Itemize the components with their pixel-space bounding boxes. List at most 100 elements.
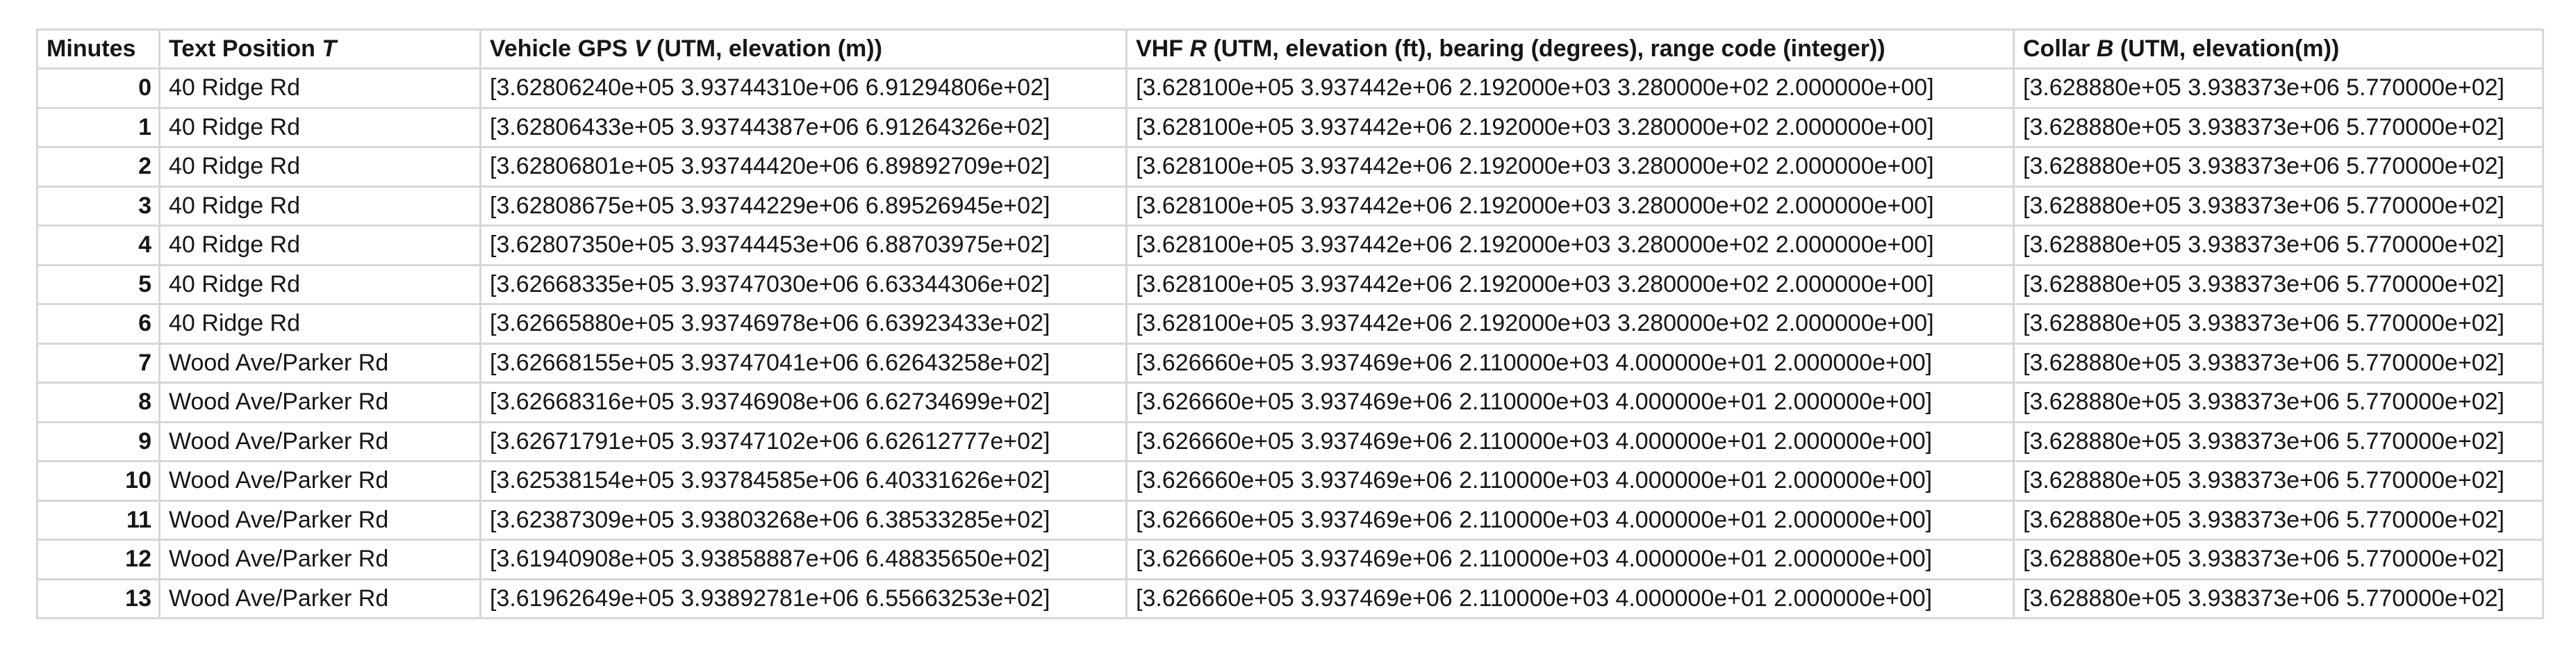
- table-row: 13 Wood Ave/Parker Rd [3.61962649e+05 3.…: [36, 578, 2544, 619]
- column-header-vehicle-gps: Vehicle GPS V (UTM, elevation (m)): [479, 28, 1128, 70]
- cell-text-position: 40 Ridge Rd: [158, 224, 481, 266]
- cell-collar: [3.628880e+05 3.938373e+06 5.770000e+02]: [2013, 106, 2544, 148]
- cell-vehicle-gps: [3.61940908e+05 3.93858887e+06 6.4883565…: [479, 539, 1128, 580]
- table-row: 5 40 Ridge Rd [3.62668335e+05 3.93747030…: [36, 263, 2544, 305]
- header-variable: T: [322, 35, 337, 62]
- cell-vhf: [3.628100e+05 3.937442e+06 2.192000e+03 …: [1125, 224, 2015, 266]
- table-row: 0 40 Ridge Rd [3.62806240e+05 3.93744310…: [36, 67, 2544, 109]
- cell-vhf: [3.626660e+05 3.937469e+06 2.110000e+03 …: [1125, 382, 2015, 423]
- table-row: 3 40 Ridge Rd [3.62808675e+05 3.93744229…: [36, 185, 2544, 227]
- cell-vehicle-gps: [3.62806240e+05 3.93744310e+06 6.9129480…: [479, 67, 1128, 109]
- header-label: VHF: [1136, 35, 1190, 62]
- cell-collar: [3.628880e+05 3.938373e+06 5.770000e+02]: [2013, 263, 2544, 305]
- cell-collar: [3.628880e+05 3.938373e+06 5.770000e+02]: [2013, 185, 2544, 227]
- cell-vehicle-gps: [3.62387309e+05 3.93803268e+06 6.3853328…: [479, 499, 1128, 541]
- table-row: 8 Wood Ave/Parker Rd [3.62668316e+05 3.9…: [36, 382, 2544, 423]
- cell-vehicle-gps: [3.62665880e+05 3.93746978e+06 6.6392343…: [479, 303, 1128, 345]
- cell-text-position: 40 Ridge Rd: [158, 146, 481, 188]
- cell-vhf: [3.628100e+05 3.937442e+06 2.192000e+03 …: [1125, 185, 2015, 227]
- cell-vehicle-gps: [3.62668316e+05 3.93746908e+06 6.6273469…: [479, 382, 1128, 423]
- cell-collar: [3.628880e+05 3.938373e+06 5.770000e+02]: [2013, 421, 2544, 462]
- cell-text-position: 40 Ridge Rd: [158, 185, 481, 227]
- header-variable: R: [1189, 35, 1207, 62]
- cell-vhf: [3.626660e+05 3.937469e+06 2.110000e+03 …: [1125, 342, 2015, 384]
- table-row: 9 Wood Ave/Parker Rd [3.62671791e+05 3.9…: [36, 421, 2544, 462]
- cell-minutes: 8: [36, 382, 160, 423]
- cell-vehicle-gps: [3.62807350e+05 3.93744453e+06 6.8870397…: [479, 224, 1128, 266]
- cell-collar: [3.628880e+05 3.938373e+06 5.770000e+02]: [2013, 342, 2544, 384]
- cell-vhf: [3.628100e+05 3.937442e+06 2.192000e+03 …: [1125, 67, 2015, 109]
- cell-vhf: [3.626660e+05 3.937469e+06 2.110000e+03 …: [1125, 578, 2015, 619]
- cell-text-position: Wood Ave/Parker Rd: [158, 578, 481, 619]
- header-label: Collar: [2023, 35, 2097, 62]
- tracking-data-sheet: Minutes Text Position T Vehicle GPS V (U…: [36, 28, 2544, 619]
- cell-vehicle-gps: [3.62806433e+05 3.93744387e+06 6.9126432…: [479, 106, 1128, 148]
- cell-minutes: 2: [36, 146, 160, 188]
- cell-text-position: Wood Ave/Parker Rd: [158, 382, 481, 423]
- column-header-vhf: VHF R (UTM, elevation (ft), bearing (deg…: [1125, 28, 2015, 70]
- cell-vehicle-gps: [3.62808675e+05 3.93744229e+06 6.8952694…: [479, 185, 1128, 227]
- tracking-data-table: Minutes Text Position T Vehicle GPS V (U…: [36, 28, 2544, 619]
- table-row: 10 Wood Ave/Parker Rd [3.62538154e+05 3.…: [36, 460, 2544, 502]
- cell-minutes: 6: [36, 303, 160, 345]
- cell-minutes: 0: [36, 67, 160, 109]
- cell-text-position: Wood Ave/Parker Rd: [158, 499, 481, 541]
- header-suffix: (UTM, elevation(m)): [2113, 35, 2340, 62]
- cell-text-position: 40 Ridge Rd: [158, 263, 481, 305]
- header-row: Minutes Text Position T Vehicle GPS V (U…: [36, 28, 2544, 70]
- cell-minutes: 5: [36, 263, 160, 305]
- cell-vehicle-gps: [3.62671791e+05 3.93747102e+06 6.6261277…: [479, 421, 1128, 462]
- cell-text-position: 40 Ridge Rd: [158, 67, 481, 109]
- cell-vhf: [3.626660e+05 3.937469e+06 2.110000e+03 …: [1125, 421, 2015, 462]
- table-row: 1 40 Ridge Rd [3.62806433e+05 3.93744387…: [36, 106, 2544, 148]
- cell-minutes: 11: [36, 499, 160, 541]
- cell-collar: [3.628880e+05 3.938373e+06 5.770000e+02]: [2013, 460, 2544, 502]
- cell-vhf: [3.628100e+05 3.937442e+06 2.192000e+03 …: [1125, 263, 2015, 305]
- cell-vhf: [3.626660e+05 3.937469e+06 2.110000e+03 …: [1125, 499, 2015, 541]
- table-body: 0 40 Ridge Rd [3.62806240e+05 3.93744310…: [36, 67, 2544, 619]
- cell-text-position: Wood Ave/Parker Rd: [158, 342, 481, 384]
- cell-minutes: 1: [36, 106, 160, 148]
- table-row: 11 Wood Ave/Parker Rd [3.62387309e+05 3.…: [36, 499, 2544, 541]
- cell-minutes: 13: [36, 578, 160, 619]
- cell-collar: [3.628880e+05 3.938373e+06 5.770000e+02]: [2013, 499, 2544, 541]
- table-row: 7 Wood Ave/Parker Rd [3.62668155e+05 3.9…: [36, 342, 2544, 384]
- cell-collar: [3.628880e+05 3.938373e+06 5.770000e+02]: [2013, 578, 2544, 619]
- table-row: 4 40 Ridge Rd [3.62807350e+05 3.93744453…: [36, 224, 2544, 266]
- header-label: Text Position: [169, 35, 322, 62]
- cell-text-position: Wood Ave/Parker Rd: [158, 460, 481, 502]
- header-suffix: (UTM, elevation (m)): [650, 35, 882, 62]
- table-row: 6 40 Ridge Rd [3.62665880e+05 3.93746978…: [36, 303, 2544, 345]
- cell-collar: [3.628880e+05 3.938373e+06 5.770000e+02]: [2013, 146, 2544, 188]
- cell-collar: [3.628880e+05 3.938373e+06 5.770000e+02]: [2013, 67, 2544, 109]
- cell-minutes: 3: [36, 185, 160, 227]
- cell-vehicle-gps: [3.61962649e+05 3.93892781e+06 6.5566325…: [479, 578, 1128, 619]
- cell-vehicle-gps: [3.62668155e+05 3.93747041e+06 6.6264325…: [479, 342, 1128, 384]
- table-header: Minutes Text Position T Vehicle GPS V (U…: [36, 28, 2544, 70]
- cell-collar: [3.628880e+05 3.938373e+06 5.770000e+02]: [2013, 224, 2544, 266]
- cell-vhf: [3.626660e+05 3.937469e+06 2.110000e+03 …: [1125, 460, 2015, 502]
- cell-text-position: 40 Ridge Rd: [158, 303, 481, 345]
- cell-vhf: [3.626660e+05 3.937469e+06 2.110000e+03 …: [1125, 539, 2015, 580]
- cell-minutes: 9: [36, 421, 160, 462]
- cell-vhf: [3.628100e+05 3.937442e+06 2.192000e+03 …: [1125, 106, 2015, 148]
- header-variable: B: [2096, 35, 2114, 62]
- column-header-minutes: Minutes: [36, 28, 160, 70]
- header-suffix: (UTM, elevation (ft), bearing (degrees),…: [1207, 35, 1885, 62]
- cell-text-position: 40 Ridge Rd: [158, 106, 481, 148]
- cell-text-position: Wood Ave/Parker Rd: [158, 539, 481, 580]
- header-label: Vehicle GPS: [490, 35, 634, 62]
- table-row: 2 40 Ridge Rd [3.62806801e+05 3.93744420…: [36, 146, 2544, 188]
- cell-vehicle-gps: [3.62538154e+05 3.93784585e+06 6.4033162…: [479, 460, 1128, 502]
- cell-collar: [3.628880e+05 3.938373e+06 5.770000e+02]: [2013, 539, 2544, 580]
- cell-vehicle-gps: [3.62806801e+05 3.93744420e+06 6.8989270…: [479, 146, 1128, 188]
- header-variable: V: [634, 35, 650, 62]
- cell-minutes: 10: [36, 460, 160, 502]
- cell-minutes: 4: [36, 224, 160, 266]
- cell-vehicle-gps: [3.62668335e+05 3.93747030e+06 6.6334430…: [479, 263, 1128, 305]
- cell-collar: [3.628880e+05 3.938373e+06 5.770000e+02]: [2013, 303, 2544, 345]
- table-row: 12 Wood Ave/Parker Rd [3.61940908e+05 3.…: [36, 539, 2544, 580]
- cell-vhf: [3.628100e+05 3.937442e+06 2.192000e+03 …: [1125, 146, 2015, 188]
- cell-text-position: Wood Ave/Parker Rd: [158, 421, 481, 462]
- column-header-collar: Collar B (UTM, elevation(m)): [2013, 28, 2544, 70]
